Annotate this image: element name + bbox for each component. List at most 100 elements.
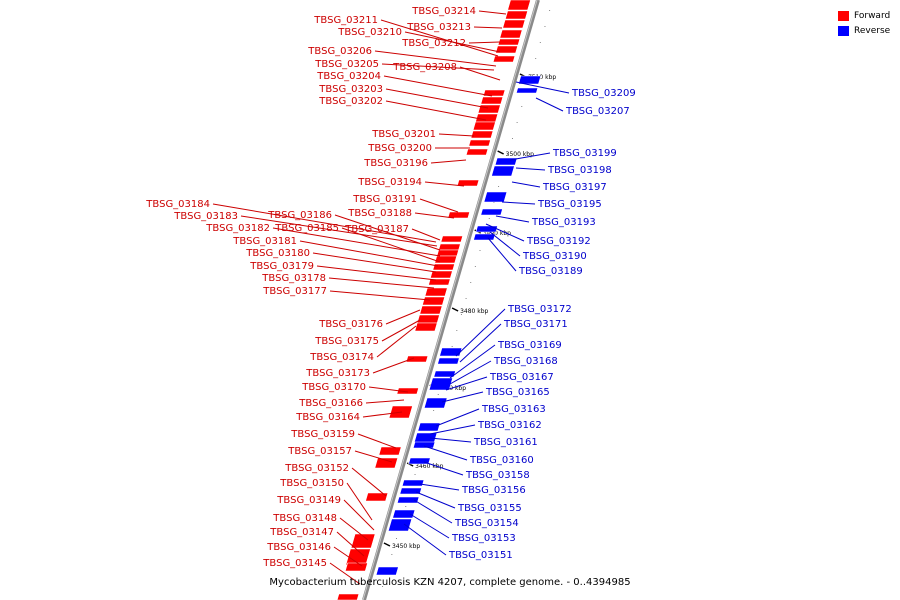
leader-line <box>385 309 421 325</box>
minor-tick <box>507 154 509 155</box>
gene-label: TBSG_03204 <box>316 71 381 82</box>
leader-line <box>240 215 438 247</box>
gene-label: TBSG_03154 <box>454 518 519 529</box>
minor-tick <box>498 186 500 187</box>
leader-line <box>383 75 493 97</box>
forward-gene-block <box>475 113 499 123</box>
leader-line <box>445 376 488 391</box>
leader-line <box>489 231 521 257</box>
forward-gene-block <box>432 263 455 271</box>
reverse-gene-block <box>387 518 413 532</box>
gene-label: TBSG_03209 <box>571 88 636 99</box>
reverse-gene-block <box>439 347 463 357</box>
reverse-gene-block <box>491 165 515 177</box>
gene-label: TBSG_03163 <box>481 404 546 415</box>
forward-gene-block <box>374 457 399 469</box>
leader-line <box>354 450 393 463</box>
gene-label: TBSG_03184 <box>145 199 210 210</box>
forward-gene-block <box>495 45 519 54</box>
gene-label: TBSG_03165 <box>485 387 550 398</box>
leader-line <box>473 26 503 29</box>
leader-line <box>336 531 365 557</box>
forward-gene-block <box>396 387 420 395</box>
gene-label: TBSG_03168 <box>493 356 558 367</box>
leader-line <box>385 88 489 109</box>
gene-label: TBSG_03160 <box>469 455 534 466</box>
gene-label: TBSG_03211 <box>313 15 378 26</box>
gene-label: TBSG_03196 <box>363 158 428 169</box>
gene-label: TBSG_03185 <box>274 223 339 234</box>
gene-label: TBSG_03198 <box>547 165 612 176</box>
forward-gene-block <box>492 55 516 63</box>
backbone-layer <box>362 0 540 600</box>
gene-label: TBSG_03214 <box>411 6 476 17</box>
tick-label: 3500 kbp <box>506 151 534 158</box>
gene-label: TBSG_03191 <box>352 194 417 205</box>
forward-swatch <box>838 10 849 21</box>
leader-line <box>376 325 417 358</box>
gene-label: TBSG_03147 <box>269 527 334 538</box>
gene-label: TBSG_03183 <box>173 211 238 222</box>
gene-label: TBSG_03151 <box>448 550 513 561</box>
minor-tick <box>488 218 490 219</box>
leader-line <box>468 41 501 44</box>
forward-gene-block <box>468 139 491 147</box>
leader-line <box>485 223 525 242</box>
reverse-gene-block <box>401 479 425 487</box>
forward-gene-block <box>434 255 458 264</box>
leader-line <box>374 50 497 67</box>
leader-line <box>419 198 459 213</box>
gene-label: TBSG_03190 <box>522 251 587 262</box>
tick-label: 3510 kbp <box>528 74 556 81</box>
minor-tick <box>433 410 435 411</box>
leader-line <box>333 546 363 567</box>
leader-line <box>346 482 373 521</box>
leader-line <box>419 483 460 491</box>
forward-gene-block <box>456 179 480 187</box>
gene-label: TBSG_03188 <box>347 208 412 219</box>
gene-label: TBSG_03170 <box>301 382 366 393</box>
gene-label: TBSG_03159 <box>290 429 355 440</box>
leader-line <box>535 97 564 112</box>
minor-tick <box>395 538 397 539</box>
leader-line <box>334 214 441 251</box>
tick-label: 3480 kbp <box>460 308 488 315</box>
gene-label: TBSG_03171 <box>503 319 568 330</box>
reverse-gene-block <box>473 233 496 241</box>
gene-layer <box>336 0 542 600</box>
minor-tick <box>549 10 551 11</box>
gene-label: TBSG_03201 <box>371 129 436 140</box>
tick-mark <box>383 542 391 547</box>
leader-line <box>329 290 431 301</box>
gene-label: TBSG_03174 <box>309 352 374 363</box>
forward-gene-block <box>350 533 376 549</box>
leader-line <box>455 308 506 357</box>
leader-line <box>423 445 468 461</box>
gene-label: TBSG_03193 <box>531 217 596 228</box>
leader-line <box>430 159 467 164</box>
forward-gene-block <box>421 296 446 306</box>
leader-line <box>212 203 437 243</box>
gene-label: TBSG_03210 <box>337 27 402 38</box>
reverse-gene-block <box>412 441 436 449</box>
gene-label: TBSG_03164 <box>295 412 360 423</box>
gene-label: TBSG_03152 <box>284 463 349 474</box>
forward-gene-block <box>405 355 429 363</box>
gene-label: TBSG_03213 <box>406 22 471 33</box>
gene-label: TBSG_03167 <box>489 372 554 383</box>
reverse-gene-block <box>396 496 420 504</box>
forward-gene-block <box>507 0 531 11</box>
minor-tick <box>493 202 495 203</box>
forward-gene-block <box>416 314 440 324</box>
gene-label: TBSG_03175 <box>314 336 379 347</box>
backbone-highlight <box>362 0 538 600</box>
gene-label: TBSG_03179 <box>249 261 314 272</box>
gene-label: TBSG_03182 <box>205 223 270 234</box>
gene-label: TBSG_03172 <box>507 304 572 315</box>
leader-line <box>328 277 435 289</box>
forward-gene-block <box>480 96 504 105</box>
tick-label: 3460 kbp <box>415 463 443 470</box>
minor-tick <box>391 554 393 555</box>
reverse-gene-block <box>515 87 539 94</box>
forward-gene-block <box>429 270 453 279</box>
